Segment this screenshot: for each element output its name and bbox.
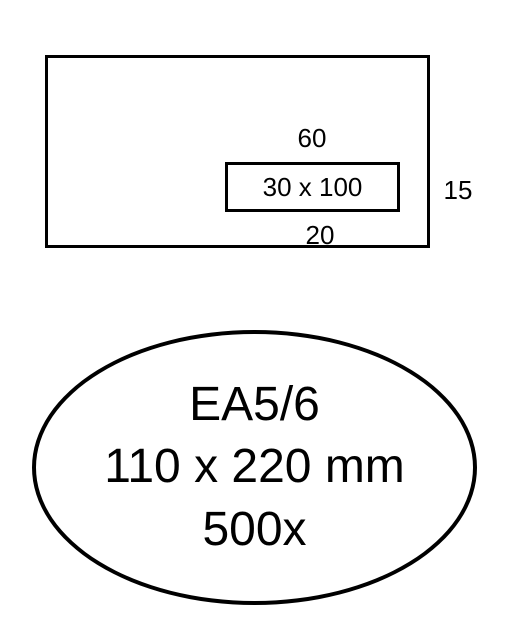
window-dimensions-label: 30 x 100: [263, 172, 363, 203]
envelope-size: 110 x 220 mm: [104, 436, 405, 498]
dimension-right: 15: [438, 175, 478, 206]
dimension-top: 60: [282, 123, 342, 154]
envelope-format: EA5/6: [189, 374, 320, 436]
envelope-diagram: 30 x 100 60 15 20: [45, 55, 430, 248]
envelope-quantity: 500x: [202, 499, 306, 561]
oval-shape: EA5/6 110 x 220 mm 500x: [32, 330, 477, 605]
envelope-outline: 30 x 100: [45, 55, 430, 248]
envelope-window: 30 x 100: [225, 162, 400, 212]
info-oval: EA5/6 110 x 220 mm 500x: [32, 330, 477, 605]
dimension-bottom: 20: [290, 220, 350, 251]
